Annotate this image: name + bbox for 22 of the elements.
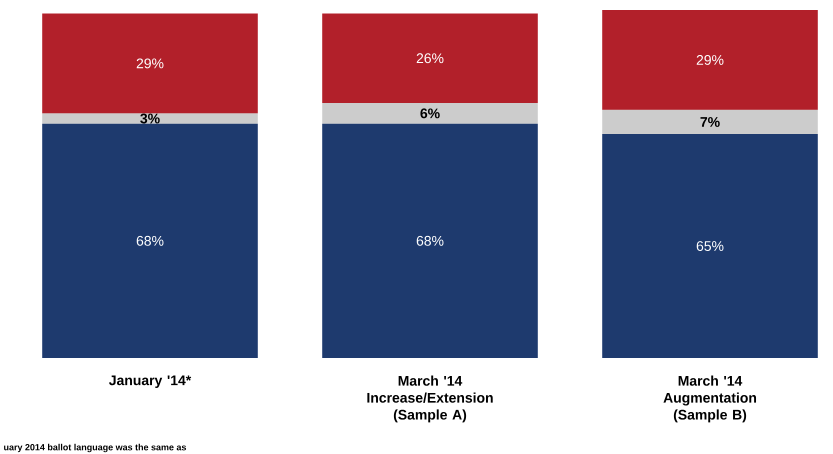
bar	[602, 134, 818, 358]
data-label: 29%	[696, 55, 724, 65]
bar	[322, 103, 538, 124]
bar	[322, 13, 538, 104]
bar	[602, 110, 818, 134]
data-label: 29%	[136, 58, 164, 68]
data-label: 3%	[140, 114, 160, 124]
data-label: 7%	[700, 117, 720, 127]
x-tick-label: January '14*	[109, 376, 192, 388]
x-tick-label: March '14 Augmentation (Sample B)	[663, 376, 756, 422]
x-tick-label: March '14 Increase/Extension (Sample A)	[367, 376, 493, 422]
data-label: 26%	[416, 53, 444, 64]
bar	[42, 13, 258, 114]
bar	[42, 124, 258, 358]
bar	[322, 124, 538, 358]
data-label: 68%	[416, 236, 444, 246]
bar	[602, 10, 818, 110]
data-label: 6%	[420, 108, 440, 118]
data-label: 68%	[136, 236, 164, 246]
bar	[42, 113, 258, 124]
text: uary 2014 ballot language was the same as	[4, 444, 186, 452]
data-label: 65%	[696, 241, 724, 251]
